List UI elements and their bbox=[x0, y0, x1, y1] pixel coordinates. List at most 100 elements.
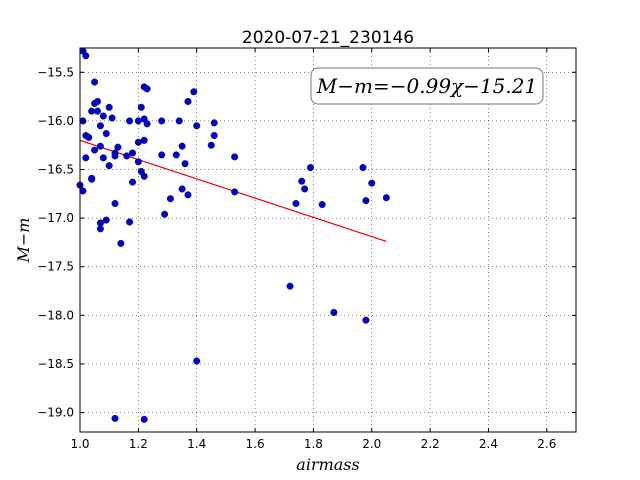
x-tick-label: 1.2 bbox=[129, 437, 148, 451]
data-point bbox=[94, 107, 102, 115]
data-point bbox=[114, 143, 122, 151]
data-point bbox=[134, 158, 142, 166]
data-point bbox=[143, 120, 151, 128]
data-point bbox=[82, 52, 90, 60]
data-point bbox=[301, 185, 309, 193]
data-point bbox=[96, 122, 104, 130]
data-point bbox=[140, 136, 148, 144]
data-point bbox=[318, 201, 326, 209]
data-point bbox=[129, 149, 137, 157]
data-point bbox=[85, 133, 93, 141]
ticks: 1.0 1.2 1.4 1.6 1.8 2.0 2.2 2.4 2.6 −15.5 −16.0 −16… bbox=[37, 48, 576, 451]
data-point bbox=[108, 114, 116, 122]
data-point bbox=[91, 146, 99, 154]
data-point bbox=[111, 414, 119, 422]
data-point bbox=[126, 117, 134, 125]
data-point bbox=[193, 357, 201, 365]
data-point bbox=[158, 151, 166, 159]
data-point bbox=[88, 175, 96, 183]
data-point bbox=[161, 210, 169, 218]
data-point bbox=[137, 103, 145, 111]
data-point bbox=[292, 200, 300, 208]
data-point bbox=[207, 141, 215, 149]
data-point bbox=[231, 188, 239, 196]
data-point bbox=[134, 117, 142, 125]
data-point bbox=[94, 97, 102, 105]
data-point bbox=[105, 162, 113, 170]
data-point bbox=[382, 194, 390, 202]
grid bbox=[79, 48, 576, 432]
annotation-text: M−m=−0.99χ−15.21 bbox=[316, 74, 537, 98]
data-point bbox=[102, 216, 110, 224]
data-point bbox=[102, 130, 110, 138]
data-point bbox=[134, 138, 142, 146]
data-point bbox=[178, 185, 186, 193]
data-point bbox=[111, 200, 119, 208]
x-tick-label: 2.2 bbox=[421, 437, 440, 451]
x-tick-label: 2.6 bbox=[537, 437, 556, 451]
data-point bbox=[143, 85, 151, 93]
y-tick-label: −16.5 bbox=[37, 163, 74, 177]
data-point bbox=[190, 88, 198, 96]
data-point bbox=[306, 164, 314, 172]
data-point bbox=[91, 78, 99, 86]
x-tick-label: 2.4 bbox=[479, 437, 498, 451]
data-point bbox=[286, 282, 294, 290]
x-tick-label: 2.0 bbox=[362, 437, 381, 451]
y-tick-label: −17.5 bbox=[37, 260, 74, 274]
scatter-points bbox=[76, 47, 390, 423]
y-tick-label: −15.5 bbox=[37, 65, 74, 79]
fit-annotation: M−m=−0.99χ−15.21 bbox=[310, 67, 544, 105]
data-point bbox=[96, 219, 104, 227]
y-tick-label: −18.5 bbox=[37, 357, 74, 371]
data-point bbox=[126, 218, 134, 226]
data-point bbox=[82, 154, 90, 162]
data-point bbox=[96, 142, 104, 150]
data-point bbox=[184, 97, 192, 105]
y-tick-label: −17.0 bbox=[37, 211, 74, 225]
data-point bbox=[359, 164, 367, 172]
x-axis-label: airmass bbox=[296, 455, 359, 474]
data-point bbox=[99, 154, 107, 162]
data-point bbox=[298, 177, 306, 185]
data-point bbox=[368, 179, 376, 187]
data-point bbox=[140, 172, 148, 180]
data-point bbox=[210, 131, 218, 139]
data-point bbox=[96, 225, 104, 233]
data-point bbox=[178, 142, 186, 150]
data-point bbox=[111, 152, 119, 160]
data-point bbox=[105, 103, 113, 111]
data-point bbox=[158, 117, 166, 125]
data-point bbox=[210, 119, 218, 127]
annotation-box bbox=[310, 67, 544, 105]
data-point bbox=[175, 117, 183, 125]
x-tick-label: 1.4 bbox=[187, 437, 206, 451]
data-point bbox=[231, 153, 239, 161]
data-point bbox=[129, 178, 137, 186]
data-point bbox=[362, 316, 370, 324]
data-point bbox=[140, 415, 148, 423]
data-point bbox=[181, 160, 189, 168]
data-point bbox=[88, 107, 96, 115]
y-tick-label: −16.0 bbox=[37, 114, 74, 128]
data-point bbox=[172, 151, 180, 159]
chart-title: 2020-07-21_230146 bbox=[242, 28, 414, 48]
data-point bbox=[99, 112, 107, 120]
data-point bbox=[193, 122, 201, 130]
x-tick-label: 1.6 bbox=[246, 437, 265, 451]
x-tick-label: 1.8 bbox=[304, 437, 323, 451]
data-point bbox=[117, 239, 125, 247]
y-tick-label: −18.0 bbox=[37, 308, 74, 322]
x-tick-label: 1.0 bbox=[70, 437, 89, 451]
data-point bbox=[166, 195, 174, 203]
y-tick-label: −19.0 bbox=[37, 406, 74, 420]
y-axis-label: M−m bbox=[14, 218, 33, 264]
data-point bbox=[362, 197, 370, 205]
plot-frame bbox=[79, 47, 577, 433]
data-point bbox=[330, 308, 338, 316]
data-point bbox=[184, 191, 192, 199]
data-point bbox=[123, 152, 131, 160]
data-point bbox=[79, 187, 87, 195]
